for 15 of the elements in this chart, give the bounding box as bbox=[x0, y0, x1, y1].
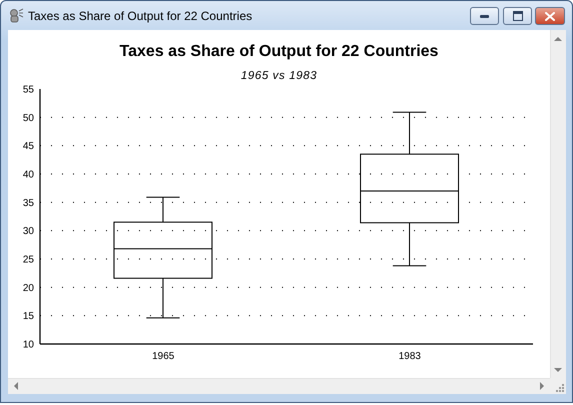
y-tick-label: 10 bbox=[22, 340, 34, 351]
x-tick-label: 1983 bbox=[398, 351, 422, 362]
chart-subtitle: 1965 vs 1983 bbox=[240, 70, 318, 82]
y-tick-label: 15 bbox=[22, 311, 34, 322]
y-tick-label: 40 bbox=[22, 170, 34, 181]
x-tick-label: 1965 bbox=[152, 351, 175, 362]
y-tick-label: 55 bbox=[22, 84, 34, 96]
y-tick-label: 30 bbox=[22, 226, 34, 238]
y-tick-label: 35 bbox=[22, 198, 34, 209]
y-tick-label: 25 bbox=[22, 254, 34, 266]
y-tick-label: 45 bbox=[22, 141, 34, 152]
chart-title: Taxes as Share of Output for 22 Countries bbox=[118, 43, 440, 61]
y-tick-label: 50 bbox=[22, 112, 34, 124]
chart-title: Taxes as Share of Output for 22 Countries bbox=[28, 9, 252, 23]
y-tick-label: 20 bbox=[22, 282, 34, 294]
